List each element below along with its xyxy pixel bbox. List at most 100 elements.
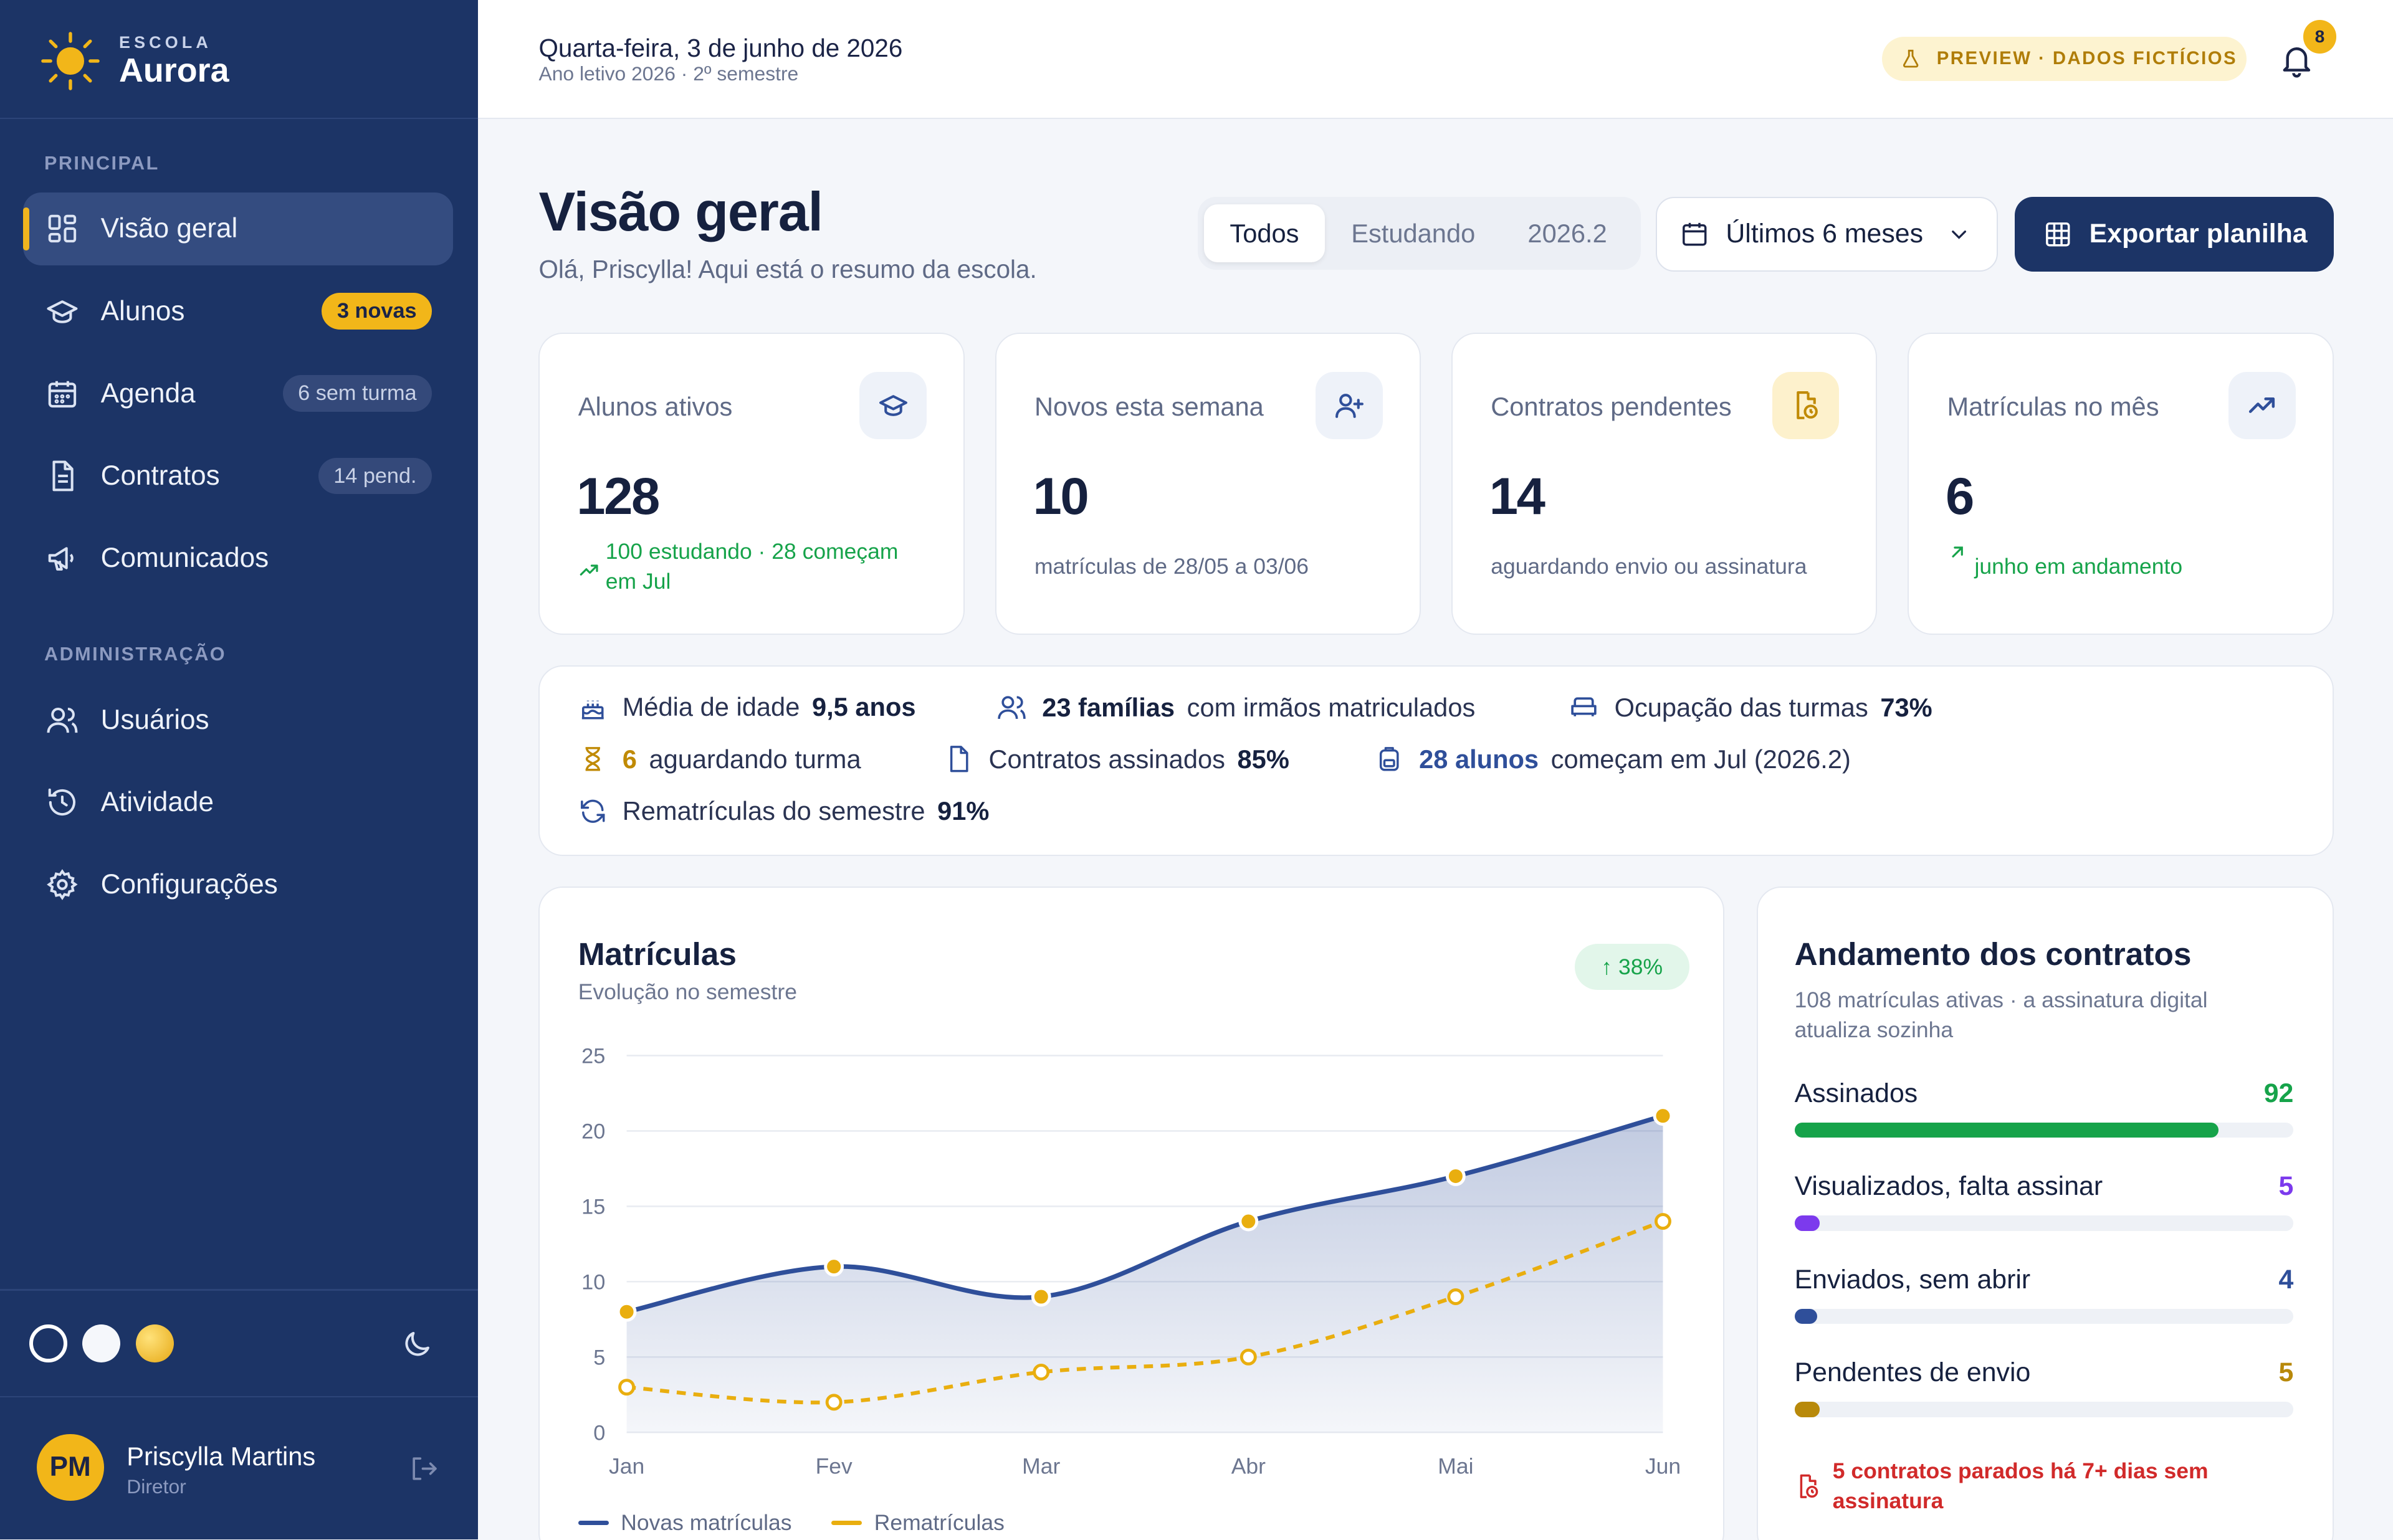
preview-badge: PREVIEW · DADOS FICTÍCIOS: [1881, 36, 2247, 81]
summary-signed-value: 85%: [1237, 744, 1289, 774]
moon-icon[interactable]: [400, 1328, 434, 1361]
series-line-new-enrollments: [626, 1113, 1664, 1314]
progress-sent[interactable]: Enviados, sem abrir 4: [1794, 1264, 2294, 1326]
document-icon: [52, 460, 74, 492]
section-label-admin: ADMINISTRAÇÃO: [44, 644, 227, 665]
sidebar-item-usuarios[interactable]: Usuários: [23, 683, 454, 757]
page-title: Visão geral: [538, 180, 823, 242]
top-bar: Quarta-feira, 3 de junho de 2026 Ano let…: [477, 0, 2393, 120]
y-tick-label: 10: [582, 1270, 606, 1294]
contracts-badge: 14 pend.: [318, 457, 432, 495]
bell-icon[interactable]: [2278, 41, 2315, 78]
summary-families-label: com irmãos matriculados: [1187, 692, 1476, 722]
sofa-icon: [1571, 697, 1597, 717]
summary-age-label: Média de idade: [622, 692, 800, 722]
progress-label: Visualizados, falta assinar: [1794, 1171, 2103, 1202]
y-tick-label: 20: [582, 1119, 606, 1143]
stat-card-monthly-enrollments[interactable]: Matrículas no mês 6 junho em andamento: [1908, 332, 2334, 635]
theme-gold-option[interactable]: [135, 1324, 174, 1362]
gear-icon: [47, 869, 79, 901]
trending-up-icon: [2228, 372, 2296, 439]
document-icon: [950, 746, 969, 772]
contracts-subtitle: 108 matrículas ativas · a assinatura dig…: [1794, 987, 2208, 1042]
stat-note: junho em andamento: [1974, 554, 2183, 579]
progress-viewed[interactable]: Visualizados, falta assinar 5: [1794, 1171, 2294, 1232]
x-tick-label: Fev: [816, 1453, 853, 1478]
sidebar-item-comunicados[interactable]: Comunicados: [23, 522, 454, 596]
graduation-cap-icon: [859, 372, 927, 439]
progress-fill: [1794, 1402, 1820, 1417]
y-tick-label: 0: [594, 1421, 606, 1445]
stat-label: Novos esta semana: [1034, 391, 1264, 421]
stat-label: Contratos pendentes: [1491, 391, 1732, 421]
stat-note: aguardando envio ou assinatura: [1491, 554, 1807, 579]
theme-light-option[interactable]: [82, 1324, 121, 1362]
user-plus-icon: [1316, 372, 1383, 439]
chevron-down-icon: [1952, 231, 1967, 239]
period-dropdown[interactable]: Últimos 6 meses: [1656, 196, 1998, 272]
filter-estudando[interactable]: Estudando: [1351, 218, 1476, 248]
enrollments-line-chart: 0 5 10 15 20 25 Jan Fev Mar Abr Mai Jun: [582, 1044, 1681, 1478]
export-spreadsheet-button[interactable]: Exportar planilha: [2014, 196, 2334, 272]
avatar[interactable]: PM: [36, 1433, 104, 1501]
sidebar-item-label: Visão geral: [100, 213, 238, 244]
stat-card-pending-contracts[interactable]: Contratos pendentes 14 aguardando envio …: [1451, 332, 1878, 635]
table-icon: [2046, 222, 2070, 247]
stalled-contracts-alert[interactable]: 5 contratos parados há 7+ dias sem assin…: [1795, 1457, 2260, 1516]
data-point-new-enrollments: [1446, 1166, 1466, 1186]
section-label-principal: PRINCIPAL: [44, 152, 160, 174]
summary-signed-label: Contratos assinados: [988, 744, 1225, 774]
data-point-reenrollments: [1655, 1212, 1672, 1230]
new-students-badge: 3 novas: [322, 293, 432, 330]
summary-occupancy: Ocupação das turmas 73%: [1569, 692, 1944, 723]
sidebar-item-visao-geral[interactable]: Visão geral: [22, 192, 454, 266]
legend-swatch: [831, 1520, 862, 1526]
x-tick-label: Jun: [1645, 1453, 1681, 1478]
sidebar-item-alunos[interactable]: Alunos 3 novas: [23, 275, 454, 348]
agenda-badge: 6 sem turma: [282, 375, 432, 412]
sidebar-item-agenda[interactable]: Agenda 6 sem turma: [23, 357, 454, 430]
sidebar-item-atividade[interactable]: Atividade: [23, 766, 454, 839]
summary-reenroll-label: Rematrículas do semestre: [622, 796, 925, 825]
contracts-progress-card: Andamento dos contratos 108 matrículas a…: [1756, 886, 2334, 1540]
period-label: Últimos 6 meses: [1726, 219, 1924, 249]
hourglass-icon: [585, 747, 600, 771]
progress-pending[interactable]: Pendentes de envio 5: [1794, 1357, 2294, 1419]
users-icon: [47, 707, 78, 733]
sidebar-item-contratos[interactable]: Contratos 14 pend.: [23, 439, 454, 513]
chart-title: Matrículas: [578, 935, 737, 972]
progress-signed[interactable]: Assinados 92: [1794, 1078, 2294, 1139]
grid-icon: [49, 215, 77, 243]
series-line-reenrollments: [626, 1219, 1664, 1405]
stat-card-new-this-week[interactable]: Novos esta semana 10 matrículas de 28/05…: [995, 332, 1421, 635]
summary-waiting-value: 6: [622, 744, 637, 774]
theme-navy-option[interactable]: [29, 1324, 67, 1362]
brand-logo[interactable]: ESCOLA Aurora: [40, 27, 229, 95]
filter-todos[interactable]: Todos: [1204, 204, 1325, 263]
stat-value: 128: [576, 467, 660, 525]
refresh-icon: [580, 799, 605, 823]
progress-track: [1794, 1402, 2294, 1417]
progress-value: 5: [2278, 1171, 2294, 1202]
progress-fill: [1794, 1308, 1817, 1324]
chart-legend: Novas matrículas Rematrículas: [578, 1510, 1044, 1536]
growth-badge: ↑ 38%: [1574, 944, 1689, 990]
logout-icon[interactable]: [409, 1453, 439, 1484]
summary-signed: Contratos assinados 85%: [944, 744, 1301, 774]
calendar-icon: [1682, 223, 1707, 246]
document-clock-icon: [1800, 1475, 1818, 1499]
legend-item-reenroll: Rematrículas: [831, 1510, 1005, 1536]
progress-value: 4: [2278, 1264, 2294, 1295]
preview-label: PREVIEW · DADOS FICTÍCIOS: [1936, 48, 2238, 69]
brand-name: Aurora: [119, 51, 229, 89]
progress-fill: [1794, 1123, 2219, 1138]
stat-note: 100 estudando · 28 começam em Jul: [605, 538, 899, 594]
data-point-reenrollments: [618, 1379, 636, 1396]
progress-track: [1794, 1215, 2294, 1231]
progress-label: Enviados, sem abrir: [1794, 1264, 2031, 1295]
calendar-icon: [49, 381, 77, 408]
sidebar-item-configuracoes[interactable]: Configurações: [23, 848, 454, 922]
sidebar-item-label: Comunicados: [100, 543, 269, 574]
stat-card-active-students[interactable]: Alunos ativos 128 100 estudando · 28 com…: [538, 332, 965, 635]
filter-semester[interactable]: 2026.2: [1527, 218, 1607, 248]
